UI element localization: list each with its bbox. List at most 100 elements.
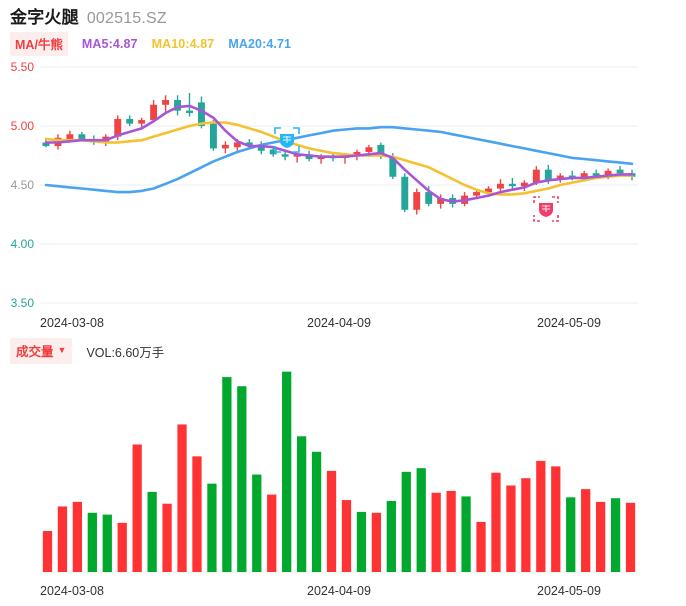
volume-bar[interactable] — [132, 444, 142, 573]
volume-xtick-1: 2024-04-09 — [307, 584, 371, 598]
legend-ma10[interactable]: MA10:4.87 — [151, 37, 215, 51]
volume-bar[interactable] — [476, 521, 486, 572]
candlestick[interactable] — [437, 194, 445, 209]
candle-body — [580, 173, 588, 178]
volume-bar[interactable] — [566, 497, 576, 572]
volume-bar[interactable] — [57, 506, 68, 572]
volume-bar[interactable] — [177, 424, 187, 572]
chevron-down-icon: ▼ — [57, 345, 67, 355]
candle-body — [544, 169, 552, 181]
volume-chart-svg[interactable] — [0, 360, 686, 575]
volume-bar[interactable] — [595, 501, 606, 572]
candle-body — [532, 169, 540, 183]
volume-bar[interactable] — [401, 471, 411, 572]
candle-body — [413, 192, 421, 210]
ma5-line — [44, 104, 634, 203]
volume-bar[interactable] — [521, 478, 531, 572]
volume-bar[interactable] — [117, 522, 127, 572]
volume-bar[interactable] — [296, 436, 307, 572]
volume-bar[interactable] — [536, 460, 546, 572]
volume-bar[interactable] — [446, 490, 456, 572]
volume-bar[interactable] — [341, 500, 352, 572]
volume-indicator-selector[interactable]: 成交量 ▼ — [10, 338, 73, 364]
candle-body — [377, 144, 385, 157]
volume-x-axis: 2024-03-08 2024-04-09 2024-05-09 — [40, 584, 601, 598]
price-xtick-2: 2024-05-09 — [537, 316, 601, 330]
candlestick[interactable] — [508, 177, 516, 189]
candlestick[interactable] — [281, 150, 289, 161]
volume-bar[interactable] — [371, 512, 382, 572]
indicator-selector-ma[interactable]: MA/牛熊 — [10, 32, 68, 56]
candle-body — [508, 183, 516, 187]
candle-body — [209, 123, 217, 149]
volume-bar[interactable] — [87, 512, 97, 572]
candlestick[interactable] — [138, 117, 146, 128]
candle-body — [197, 102, 205, 126]
volume-label: 成交量 — [16, 345, 54, 359]
volume-bar[interactable] — [551, 466, 561, 572]
candle-body — [150, 104, 158, 121]
price-chart-svg[interactable]: 5.50 5.00 4.50 4.00 3.50 — [0, 55, 686, 315]
price-ytick-3: 4.00 — [11, 237, 35, 251]
volume-xtick-2: 2024-05-09 — [537, 584, 601, 598]
volume-bar[interactable] — [222, 377, 232, 572]
price-xtick-1: 2024-04-09 — [307, 316, 371, 330]
candle-body — [114, 118, 122, 137]
volume-bar[interactable] — [581, 489, 591, 572]
candle-body — [126, 118, 134, 124]
volume-bar[interactable] — [491, 472, 501, 572]
volume-bar[interactable] — [610, 498, 621, 572]
candlestick[interactable] — [401, 173, 409, 213]
volume-bar[interactable] — [147, 491, 157, 572]
candlestick[interactable] — [126, 115, 134, 126]
volume-bar[interactable] — [72, 501, 83, 572]
candle-body — [616, 169, 624, 174]
legend-ma20[interactable]: MA20:4.71 — [228, 37, 292, 51]
candlestick[interactable] — [162, 95, 170, 112]
candle-body — [365, 147, 373, 152]
volume-bar[interactable] — [282, 371, 292, 572]
candlestick[interactable] — [520, 180, 528, 191]
chart-header: 金字火腿 002515.SZ — [10, 3, 167, 28]
volume-bar[interactable] — [625, 502, 636, 572]
volume-bar[interactable] — [431, 492, 441, 572]
volume-bar[interactable] — [102, 514, 112, 572]
volume-bar[interactable] — [207, 483, 217, 572]
volume-bar[interactable] — [42, 531, 53, 572]
candlestick[interactable] — [150, 100, 158, 122]
ma-legend: MA/牛熊 MA5:4.87 MA10:4.87 MA20:4.71 — [10, 32, 291, 56]
price-x-axis: 2024-03-08 2024-04-09 2024-05-09 — [40, 316, 601, 330]
volume-bar[interactable] — [267, 494, 277, 572]
volume-bar[interactable] — [162, 503, 172, 572]
volume-xtick-0: 2024-03-08 — [40, 584, 104, 598]
bull-marker[interactable] — [274, 127, 300, 153]
volume-bar[interactable] — [416, 468, 426, 572]
stock-name: 金字火腿 — [10, 8, 79, 27]
volume-bar[interactable] — [386, 500, 396, 572]
volume-bar[interactable] — [356, 511, 367, 572]
stock-code: 002515.SZ — [86, 10, 167, 27]
candle-body — [401, 176, 409, 210]
price-ytick-0: 5.50 — [11, 60, 35, 74]
volume-bar[interactable] — [461, 496, 471, 572]
volume-bar[interactable] — [237, 386, 247, 572]
bear-marker[interactable] — [533, 196, 559, 222]
candle-body — [174, 100, 182, 111]
candlestick[interactable] — [413, 188, 421, 215]
volume-bar[interactable] — [506, 485, 516, 572]
candle-body — [281, 154, 289, 157]
bear-marker-brackets — [533, 196, 559, 222]
volume-bar[interactable] — [252, 474, 262, 572]
legend-ma5[interactable]: MA5:4.87 — [81, 37, 138, 51]
candlestick[interactable] — [221, 141, 229, 154]
volume-bar[interactable] — [311, 451, 322, 572]
candlestick[interactable] — [257, 141, 265, 155]
volume-bar[interactable] — [192, 456, 202, 572]
volume-chart[interactable] — [0, 360, 686, 575]
candlestick[interactable] — [209, 120, 217, 151]
candle-body — [556, 175, 564, 178]
volume-bar[interactable] — [326, 470, 337, 572]
price-chart[interactable]: 5.50 5.00 4.50 4.00 3.50 — [0, 55, 686, 315]
candlestick[interactable] — [174, 95, 182, 116]
ma20-line — [44, 125, 634, 194]
